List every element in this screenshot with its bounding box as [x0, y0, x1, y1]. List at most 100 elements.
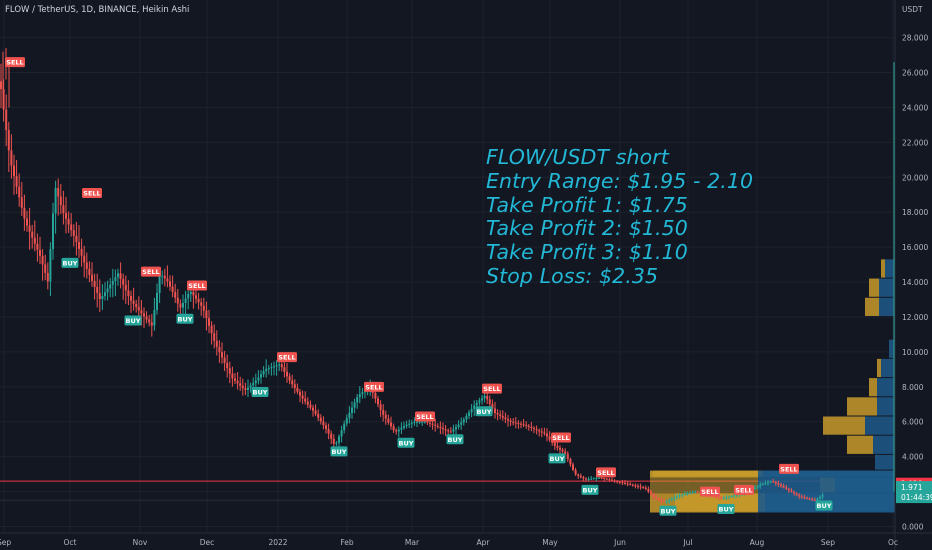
candle-body — [553, 442, 556, 446]
candle-body — [111, 280, 114, 285]
candle-body — [605, 478, 608, 480]
candle-body — [486, 395, 489, 400]
signal-badge — [446, 434, 464, 445]
candle-body — [184, 298, 187, 304]
price-axis-unit: USDT — [902, 5, 923, 14]
candle-body — [213, 333, 216, 341]
candle-body — [197, 298, 200, 303]
candlestick-series — [0, 48, 895, 505]
candle-body — [52, 213, 54, 250]
candle-body — [525, 424, 528, 426]
candle-body — [673, 497, 676, 499]
candle-body — [585, 478, 587, 480]
candle-body — [624, 482, 626, 484]
candle-body — [603, 477, 606, 479]
candle-body — [538, 430, 541, 432]
candle-body — [247, 387, 249, 390]
time-tick-label: Sep — [0, 538, 11, 547]
sell-signal-label: SELL — [277, 352, 297, 363]
signal-text: BUY — [661, 507, 676, 515]
candle-body — [546, 433, 548, 437]
candle-body — [579, 475, 582, 478]
candle-body — [2, 89, 5, 110]
candle-body — [808, 498, 811, 500]
candle-body — [663, 500, 665, 502]
candle-body — [145, 316, 148, 320]
candle-body — [312, 407, 314, 411]
candle-body — [410, 422, 413, 424]
candle-body — [535, 429, 538, 431]
candle-body — [678, 495, 681, 497]
price-tick-label: 18.000 — [902, 208, 928, 217]
annotation-line: Entry Range: $1.95 - 2.10 — [486, 168, 754, 193]
candle-body — [592, 478, 595, 480]
candle-body — [218, 346, 221, 353]
candle-body — [169, 281, 171, 287]
signal-text: BUY — [332, 448, 347, 456]
countdown-badge-text: 01:44:39 — [901, 493, 932, 502]
candle-body — [681, 494, 684, 496]
signal-text: SELL — [735, 486, 752, 494]
chart-grid — [0, 0, 895, 533]
candle-body — [600, 477, 603, 479]
candle-body — [41, 255, 44, 265]
candle-body — [629, 484, 632, 486]
time-axis[interactable]: Sep Oct Nov Dec 2022 Feb Mar Apr May Jun Jul Aug Sep… — [0, 532, 932, 547]
candle-body — [598, 477, 600, 479]
volume-profile-bar-blue — [875, 454, 895, 470]
signal-text: SELL — [83, 190, 100, 198]
candle-body — [530, 426, 533, 429]
candle-body — [153, 309, 156, 326]
candle-body — [340, 430, 343, 437]
candle-body — [720, 497, 723, 499]
candle-body — [257, 377, 260, 381]
candle-body — [637, 485, 639, 487]
candle-body — [527, 425, 530, 427]
candle-body — [210, 325, 213, 334]
time-tick-label: Oc — [888, 538, 898, 547]
candle-body — [509, 420, 512, 422]
candle-body — [330, 433, 333, 439]
sell-signal-label: SELL — [551, 432, 571, 443]
signal-text: SELL — [416, 413, 433, 421]
time-tick-label: Feb — [340, 538, 354, 547]
candle-body — [166, 278, 169, 282]
buy-signal-label: BUY — [397, 437, 415, 448]
candle-body — [241, 385, 244, 389]
time-tick-label: May — [542, 538, 558, 547]
candle-body — [793, 491, 795, 494]
candle-body — [574, 469, 577, 475]
buy-signal-label: BUY — [548, 453, 566, 464]
signal-badge — [82, 188, 102, 199]
volume-profile-bar-blue — [885, 259, 895, 278]
candle-body — [348, 412, 351, 419]
trade-annotation[interactable]: FLOW/USDT short Entry Range: $1.95 - 2.1… — [486, 145, 754, 289]
candle-body — [358, 394, 361, 398]
candle-body — [517, 423, 520, 425]
candle-body — [70, 224, 73, 231]
candle-body — [104, 292, 106, 297]
candle-body — [44, 264, 47, 273]
candle-body — [137, 307, 140, 311]
candle-body — [730, 495, 733, 497]
candle-body — [132, 300, 135, 304]
candle-body — [670, 498, 673, 501]
candle-body — [80, 248, 83, 256]
volume-profile — [650, 259, 895, 513]
candle-body — [811, 499, 814, 501]
candle-body — [273, 366, 275, 368]
signal-badge — [815, 500, 833, 511]
candle-body — [408, 423, 411, 425]
candle-body — [91, 274, 93, 281]
candle-body — [512, 421, 515, 423]
price-axis[interactable]: USDT 28.000 26.000 24.000 22.000 20.000 18.000… — [894, 0, 928, 550]
candle-body — [686, 493, 689, 495]
signal-text: BUY — [63, 259, 78, 267]
price-tick-label: 26.000 — [902, 69, 928, 78]
buy-signal-label: BUY — [659, 505, 677, 516]
price-tick-label: 12.000 — [902, 313, 928, 322]
value-area-box — [650, 470, 758, 478]
candle-body — [449, 431, 452, 433]
candle-body — [189, 291, 192, 294]
